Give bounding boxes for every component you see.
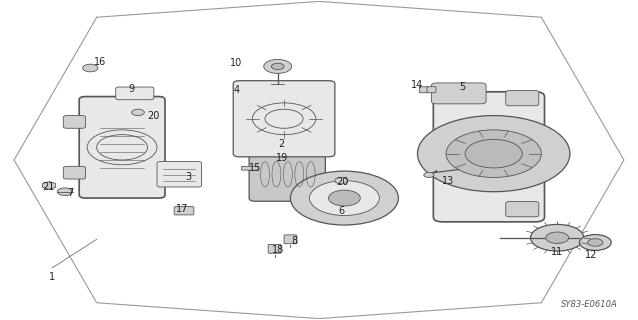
Text: 10: 10	[230, 58, 242, 68]
FancyBboxPatch shape	[268, 244, 281, 253]
FancyBboxPatch shape	[63, 116, 85, 128]
Circle shape	[446, 130, 541, 178]
Text: 7: 7	[67, 188, 73, 198]
Text: 6: 6	[338, 206, 345, 216]
Circle shape	[545, 232, 568, 244]
Circle shape	[417, 116, 570, 192]
FancyBboxPatch shape	[79, 97, 165, 198]
Text: 19: 19	[276, 153, 288, 164]
Text: 9: 9	[128, 84, 135, 94]
Text: 2: 2	[278, 139, 284, 149]
Text: 4: 4	[234, 85, 239, 95]
Text: 1: 1	[49, 272, 56, 282]
FancyBboxPatch shape	[174, 207, 194, 215]
Text: 20: 20	[336, 177, 349, 187]
FancyBboxPatch shape	[242, 166, 258, 170]
Text: 20: 20	[147, 111, 160, 121]
FancyBboxPatch shape	[431, 83, 486, 104]
FancyBboxPatch shape	[419, 87, 428, 93]
FancyBboxPatch shape	[284, 235, 297, 244]
Circle shape	[579, 235, 611, 251]
Text: 17: 17	[176, 204, 189, 214]
Text: 5: 5	[459, 82, 466, 92]
Circle shape	[309, 180, 380, 215]
Circle shape	[588, 239, 603, 246]
Circle shape	[57, 188, 73, 196]
Text: SY83-E0610A: SY83-E0610A	[561, 300, 618, 309]
Text: 11: 11	[551, 247, 563, 257]
Text: 15: 15	[249, 163, 262, 173]
Circle shape	[131, 109, 144, 116]
Text: 8: 8	[292, 236, 298, 246]
Circle shape	[271, 63, 284, 69]
FancyBboxPatch shape	[433, 92, 544, 222]
Text: 13: 13	[442, 176, 454, 186]
Text: 14: 14	[412, 80, 424, 91]
Text: 12: 12	[584, 250, 597, 260]
FancyBboxPatch shape	[63, 166, 85, 179]
FancyBboxPatch shape	[157, 162, 202, 187]
Circle shape	[290, 171, 398, 225]
Circle shape	[329, 190, 360, 206]
Text: 16: 16	[94, 57, 106, 67]
Circle shape	[263, 60, 292, 73]
FancyBboxPatch shape	[506, 202, 538, 217]
Circle shape	[83, 64, 98, 72]
Circle shape	[335, 178, 348, 184]
Text: 21: 21	[42, 182, 55, 192]
FancyBboxPatch shape	[506, 91, 538, 106]
Circle shape	[424, 172, 434, 178]
Circle shape	[465, 140, 523, 168]
FancyBboxPatch shape	[234, 81, 335, 157]
FancyBboxPatch shape	[249, 147, 325, 201]
FancyBboxPatch shape	[115, 87, 154, 100]
FancyBboxPatch shape	[427, 87, 436, 93]
Text: 18: 18	[272, 245, 284, 255]
Text: 3: 3	[186, 172, 192, 182]
Circle shape	[531, 224, 584, 251]
